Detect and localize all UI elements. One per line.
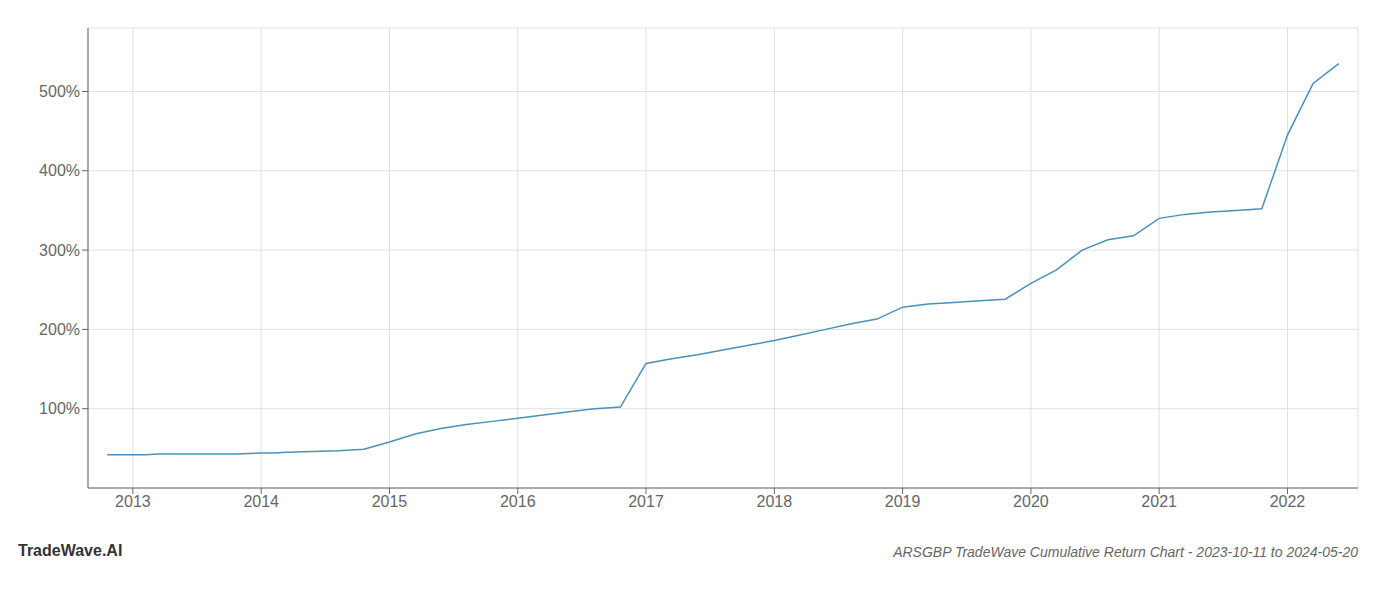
html-text:TradeWave.AI: TradeWave.AI	[18, 542, 123, 559]
svg-text:2018: 2018	[757, 493, 793, 510]
svg-text:300%: 300%	[39, 242, 80, 259]
svg-text:2014: 2014	[243, 493, 279, 510]
svg-text:400%: 400%	[39, 162, 80, 179]
svg-text:2016: 2016	[500, 493, 536, 510]
svg-text:100%: 100%	[39, 400, 80, 417]
svg-text:2022: 2022	[1270, 493, 1306, 510]
svg-text:2019: 2019	[885, 493, 921, 510]
svg-text:2020: 2020	[1013, 493, 1049, 510]
svg-text:2021: 2021	[1141, 493, 1177, 510]
html-text:ARSGBP TradeWave Cumulative Re: ARSGBP TradeWave Cumulative Return Chart…	[893, 544, 1358, 560]
svg-text:2013: 2013	[115, 493, 151, 510]
svg-text:200%: 200%	[39, 321, 80, 338]
svg-text:500%: 500%	[39, 83, 80, 100]
svg-text:2017: 2017	[628, 493, 664, 510]
svg-text:2015: 2015	[372, 493, 408, 510]
